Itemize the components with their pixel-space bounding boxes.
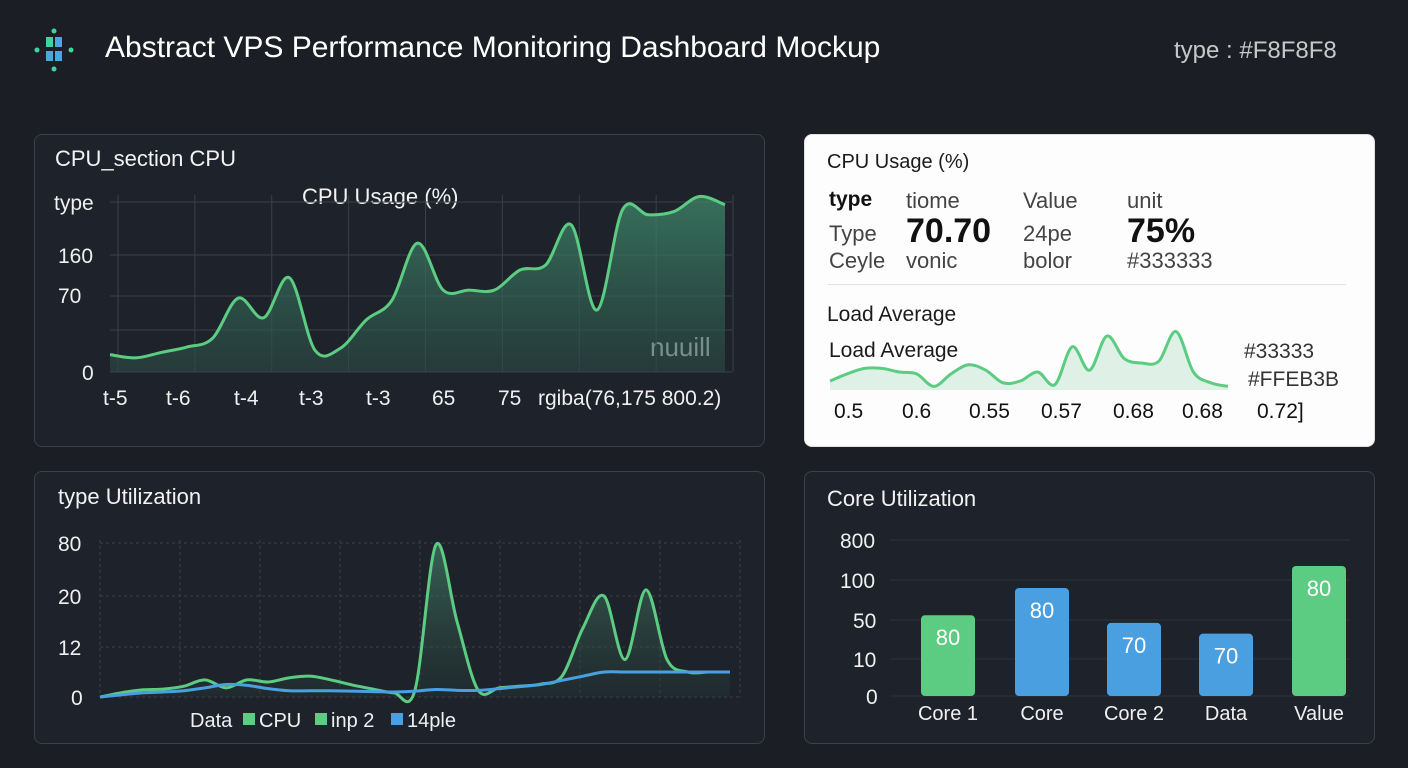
bar-core: [1015, 588, 1069, 696]
cpu-line: [109, 194, 726, 360]
core-panel: [804, 471, 1375, 744]
bar-data-label: 70: [1214, 644, 1238, 669]
stats-cell: Ceyle: [829, 248, 886, 273]
x-tick-label: t-4: [234, 387, 259, 410]
util-line-CPU: [99, 541, 730, 704]
load-x-label: 0.68: [1113, 400, 1154, 423]
util-line-14ple: [99, 670, 730, 699]
bar-data: [1199, 633, 1253, 696]
load-x-label: 0.6: [902, 400, 931, 423]
y-tick-label: 0: [71, 687, 83, 710]
x-category-label: Core: [1020, 703, 1063, 725]
x-tick-label: t-6: [166, 387, 191, 410]
y-tick-label: type: [54, 192, 94, 215]
y-tick-label: 0: [866, 686, 878, 709]
x-category-label: Core 2: [1104, 703, 1164, 725]
stats-cell: vonic: [906, 248, 958, 273]
load-legend-1: #33333: [1244, 340, 1315, 363]
header-meta: type : #F8F8F8: [1174, 37, 1337, 64]
stats-cell: tiome: [906, 188, 960, 213]
legend-swatch: [243, 713, 255, 725]
bar-data-label: 80: [936, 625, 960, 650]
stats-cell: 24pe: [1023, 221, 1072, 246]
load-x-label: 0.5: [834, 400, 863, 423]
load-heading: Load Average: [827, 303, 957, 326]
stats-cell: Value: [1023, 188, 1078, 213]
bar-data-label: 80: [1030, 598, 1054, 623]
page-title: Abstract VPS Performance Monitoring Dash…: [105, 31, 881, 64]
legend-label: Data: [190, 710, 233, 732]
x-tick-label: t-3: [299, 387, 324, 410]
load-x-label: 0.68: [1182, 400, 1223, 423]
y-tick-label: 12: [58, 637, 81, 660]
divider: [828, 284, 1346, 285]
legend-item: 14ple: [407, 710, 456, 732]
y-tick-label: 20: [58, 586, 81, 609]
load-x-label: 0.57: [1041, 400, 1082, 423]
legend-swatch: [391, 713, 403, 725]
core-title: Core Utilization: [827, 486, 977, 511]
legend-item: CPU: [259, 710, 301, 732]
stats-cell: unit: [1127, 188, 1163, 213]
cpu-chart-title: CPU Usage (%): [302, 184, 459, 209]
cpu-area: [110, 196, 725, 372]
load-x-label: 0.55: [969, 400, 1010, 423]
bar-value: [1292, 566, 1346, 696]
stats-cell: Type: [829, 221, 877, 246]
bar-core-2: [1107, 622, 1161, 696]
stats-cell: 70.70: [906, 212, 992, 250]
x-tick-label: 75: [498, 387, 521, 410]
x-tick-label: t-5: [103, 387, 128, 410]
bar-data-label: 80: [1307, 576, 1331, 601]
x-tick-label: t-3: [366, 387, 391, 410]
stats-cell: #333333: [1127, 248, 1213, 273]
bar-core-1: [921, 615, 975, 696]
x-tick-label: 65: [432, 387, 455, 410]
load-legend-2: #FFEB3B: [1248, 368, 1340, 391]
logo-icon: [34, 28, 74, 72]
load-line: [829, 330, 1229, 388]
stats-cell: bolor: [1023, 248, 1072, 273]
stats-title: CPU Usage (%): [827, 151, 970, 173]
utilization-title: type Utilization: [58, 484, 202, 509]
y-tick-label: 50: [853, 610, 876, 633]
load-x-label: 0.72]: [1257, 400, 1304, 423]
y-tick-label: 800: [840, 530, 875, 553]
stats-cell: 75%: [1127, 212, 1196, 250]
y-tick-label: 100: [840, 570, 875, 593]
y-tick-label: 70: [58, 285, 81, 308]
legend-swatch: [315, 713, 327, 725]
x-category-label: Data: [1205, 703, 1248, 725]
legend-item: inp 2: [331, 710, 374, 732]
y-tick-label: 160: [58, 245, 93, 268]
util-area: [100, 543, 730, 702]
stats-panel: [804, 134, 1375, 447]
y-tick-label: 10: [853, 649, 876, 672]
x-category-label: Core 1: [918, 703, 978, 725]
bar-data-label: 70: [1122, 633, 1146, 658]
x-tick-label: rgiba(76,175 800.2): [538, 387, 721, 410]
load-chart-title: Load Average: [829, 339, 959, 362]
stats-cell: type: [829, 188, 873, 211]
y-tick-label: 0: [82, 362, 94, 385]
y-tick-label: 80: [58, 533, 81, 556]
cpu-section-title: CPU_section CPU: [55, 146, 236, 171]
load-area: [830, 331, 1228, 390]
x-category-label: Value: [1294, 703, 1344, 725]
